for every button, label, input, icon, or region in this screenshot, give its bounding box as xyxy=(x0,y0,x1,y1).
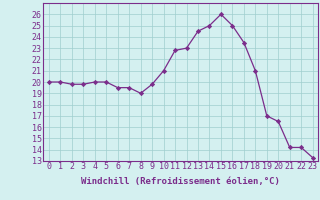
X-axis label: Windchill (Refroidissement éolien,°C): Windchill (Refroidissement éolien,°C) xyxy=(81,177,280,186)
